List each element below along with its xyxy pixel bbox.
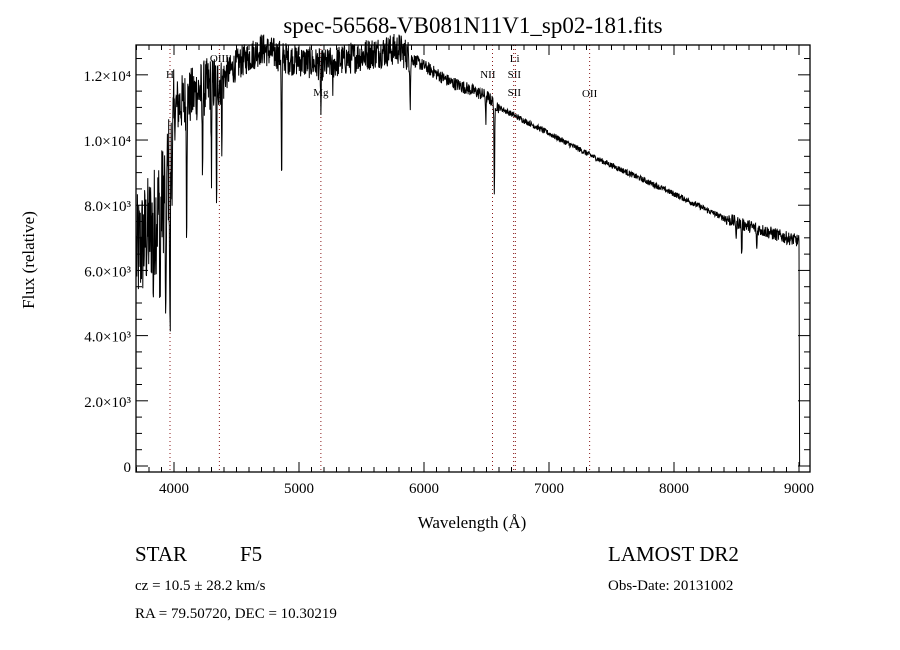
chart-title: spec-56568-VB081N11V1_sp02-181.fits <box>283 13 662 38</box>
x-tick-label: 4000 <box>159 481 189 497</box>
marker-label: SII <box>508 69 522 81</box>
y-tick-label: 0 <box>124 460 132 476</box>
x-axis-label: Wavelength (Å) <box>418 513 527 532</box>
ra-dec: RA = 79.50720, DEC = 10.30219 <box>135 606 337 622</box>
x-tick-label: 7000 <box>534 481 564 497</box>
object-class: STAR <box>135 542 187 566</box>
object-subclass: F5 <box>240 542 262 566</box>
spectrum-line <box>136 33 801 467</box>
x-tick-label: 9000 <box>784 481 814 497</box>
y-tick-label: 6.0×10³ <box>84 264 131 280</box>
marker-label: H <box>166 69 174 81</box>
obs-date: Obs-Date: 20131002 <box>608 578 733 594</box>
x-tick-label: 8000 <box>659 481 689 497</box>
axis-ticks: 4000 5000 6000 7000 8000 9000 0 2.0×10³ 4.0×10³ 6… <box>84 45 814 497</box>
marker-label: OII <box>582 88 598 100</box>
y-tick-label: 1.2×10⁴ <box>84 69 131 85</box>
y-tick-label: 2.0×10³ <box>84 395 131 411</box>
y-axis-label: Flux (relative) <box>19 211 38 309</box>
y-tick-label: 4.0×10³ <box>84 330 131 346</box>
marker-label: Li <box>510 53 520 65</box>
marker-label: SII <box>508 87 522 99</box>
marker-label: NII <box>480 69 496 81</box>
plot-frame <box>135 44 811 473</box>
y-tick-label: 8.0×10³ <box>84 199 131 215</box>
redshift-cz: cz = 10.5 ± 28.2 km/s <box>135 578 266 594</box>
x-tick-label: 5000 <box>284 481 314 497</box>
y-tick-label: 1.0×10⁴ <box>84 134 131 150</box>
x-tick-label: 6000 <box>409 481 439 497</box>
survey-name: LAMOST DR2 <box>608 542 739 566</box>
